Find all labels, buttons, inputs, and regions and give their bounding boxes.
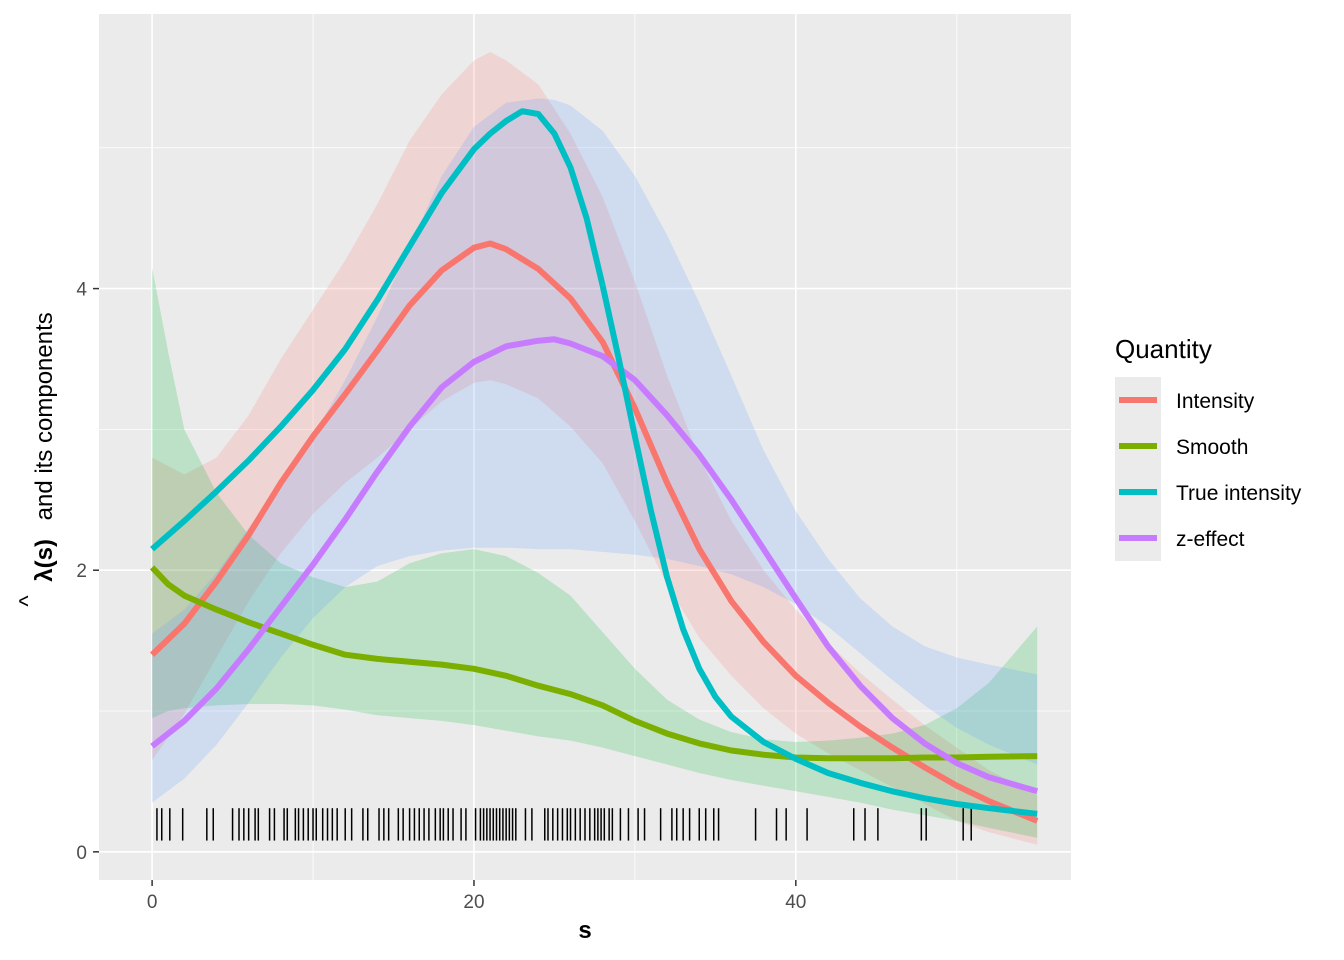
y-axis-title-text: and its components xyxy=(31,312,58,520)
axis-tick-labels: 0 20 40 0 2 4 xyxy=(76,280,806,913)
y-tick-label: 2 xyxy=(76,561,87,582)
x-tick-label: 0 xyxy=(147,892,158,913)
confidence-ribbons xyxy=(152,52,1038,845)
ribbon-z-effect xyxy=(152,98,1038,803)
x-tick-label: 40 xyxy=(785,892,806,913)
x-axis-title: s xyxy=(578,917,591,944)
grid-major xyxy=(99,14,1071,880)
legend-title: Quantity xyxy=(1115,334,1212,364)
series-lines xyxy=(149,108,1039,824)
svg-text:λ(s) and its components: λ(s) and its components xyxy=(31,312,58,581)
legend: Quantity Intensity Smooth True intensity z-… xyxy=(1115,334,1302,561)
x-tick-label: 20 xyxy=(463,892,484,913)
y-tick-label: 0 xyxy=(76,843,87,864)
legend-label: Smooth xyxy=(1176,436,1248,459)
axis-ticks xyxy=(93,287,797,886)
line-true-intensity xyxy=(150,108,1038,817)
y-axis-title: λ(s) and its components ^ xyxy=(15,312,58,606)
line-z-effect xyxy=(150,336,1039,795)
rug-marks xyxy=(156,808,972,841)
legend-label: True intensity xyxy=(1176,482,1302,505)
legend-label: Intensity xyxy=(1176,390,1255,413)
line-smooth xyxy=(149,565,1038,762)
ribbon-smooth xyxy=(152,267,1038,838)
legend-label: z-effect xyxy=(1176,528,1245,551)
ribbon-intensity xyxy=(152,52,1038,845)
y-tick-label: 4 xyxy=(76,280,87,301)
line-intensity xyxy=(150,240,1039,824)
y-axis-title-symbol: λ(s) xyxy=(31,539,58,582)
y-axis-title-hat: ^ xyxy=(15,595,42,607)
